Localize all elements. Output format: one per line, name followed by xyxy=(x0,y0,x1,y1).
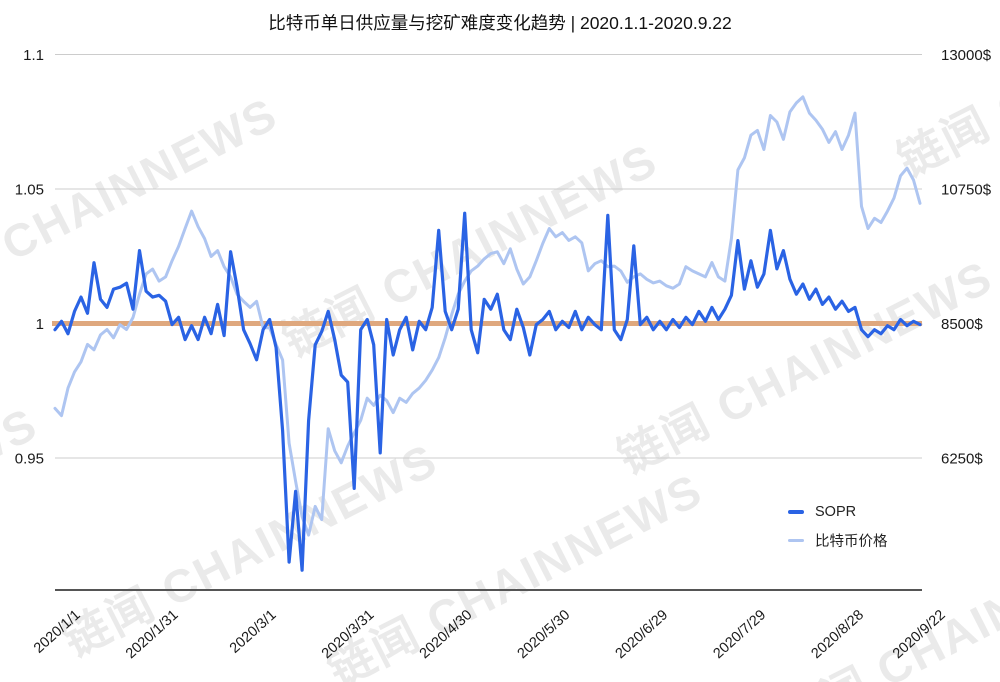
y-axis-left-tick-label: 1 xyxy=(36,316,44,333)
y-axis-right-tick-label: 6250$ xyxy=(941,451,983,468)
btc-price-line xyxy=(53,95,922,537)
legend: SOPR 比特币价格 xyxy=(788,504,888,561)
x-axis-tick-label: 2020/5/30 xyxy=(515,607,574,662)
x-axis-tick-label: 2020/1/1 xyxy=(31,607,84,657)
x-axis-tick-label: 2020/3/1 xyxy=(227,607,280,657)
x-axis-tick-label: 2020/8/28 xyxy=(808,607,867,662)
legend-label-sopr: SOPR xyxy=(815,504,857,520)
y-axis-right-tick-label: 13000$ xyxy=(941,47,992,64)
x-axis-tick-label: 2020/4/30 xyxy=(417,607,476,662)
y-axis-left-tick-label: 1.05 xyxy=(15,182,44,199)
y-axis-left-tick-label: 0.95 xyxy=(15,451,44,468)
chart-title: 比特币单日供应量与挖矿难度变化趋势 | 2020.1.1-2020.9.22 xyxy=(268,13,732,33)
sopr-line xyxy=(53,211,922,572)
x-axis-tick-label: 2020/3/31 xyxy=(319,607,378,662)
y-axis-right-tick-label: 10750$ xyxy=(941,182,992,199)
legend-item: SOPR xyxy=(788,504,888,520)
y-axis-right-tick-label: 8500$ xyxy=(941,316,983,333)
y-axis-left-tick-label: 1.1 xyxy=(23,47,44,64)
x-axis-tick-label: 2020/1/31 xyxy=(123,607,182,662)
legend-item: 比特币价格 xyxy=(788,530,888,551)
btc-price-line-marker xyxy=(788,538,804,543)
x-axis-tick-label: 2020/9/22 xyxy=(890,607,949,662)
legend-label-btc-price: 比特币价格 xyxy=(815,534,888,550)
x-axis-tick-label: 2020/7/29 xyxy=(710,607,769,662)
x-axis-tick-label: 2020/6/29 xyxy=(613,607,672,662)
sopr-line-marker xyxy=(788,510,804,514)
